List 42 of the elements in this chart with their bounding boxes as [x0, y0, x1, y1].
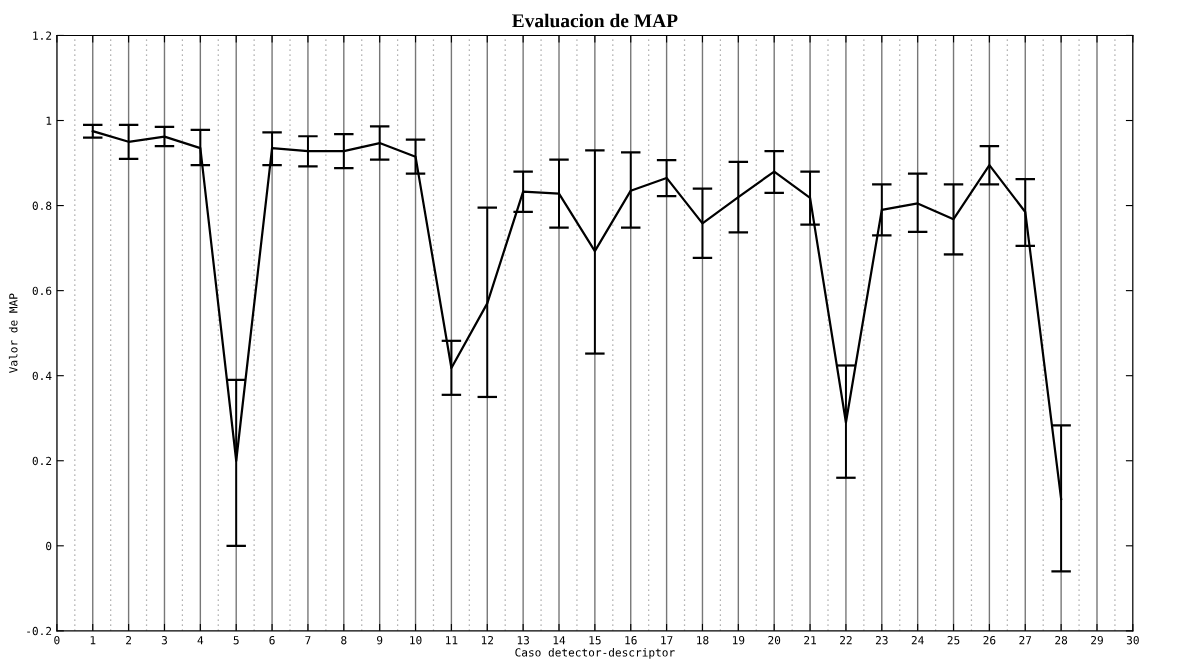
y-tick-label: 0.6 — [32, 286, 52, 296]
chart-title: Evaluacion de MAP — [512, 13, 678, 28]
x-tick-label: 15 — [589, 636, 601, 645]
x-tick-label: 27 — [1019, 635, 1032, 645]
x-tick-label: 21 — [804, 635, 816, 645]
x-tick-label: 24 — [911, 635, 924, 645]
y-tick-label: 0.2 — [32, 456, 52, 466]
x-tick-label: 4 — [197, 636, 204, 645]
x-tick-label: 17 — [661, 636, 673, 645]
x-tick-label: 10 — [410, 635, 422, 645]
x-tick-label: 25 — [947, 635, 960, 645]
x-tick-label: 16 — [625, 635, 637, 645]
x-tick-label: 20 — [768, 635, 781, 645]
x-tick-label: 18 — [697, 635, 709, 645]
x-tick-label: 11 — [446, 636, 458, 645]
y-axis-title: Valor de MAP — [8, 293, 18, 373]
x-tick-label: 29 — [1091, 635, 1103, 645]
x-tick-label: 5 — [233, 636, 239, 645]
x-tick-label: 7 — [305, 636, 311, 645]
x-tick-label: 28 — [1055, 635, 1068, 645]
y-tick-label: 0.4 — [32, 371, 52, 381]
x-tick-label: 0 — [54, 635, 60, 645]
x-tick-label: 6 — [269, 635, 275, 645]
x-tick-label: 1 — [90, 636, 96, 645]
y-tick-label: -0.2 — [27, 626, 52, 636]
x-tick-label: 12 — [481, 635, 494, 645]
x-tick-label: 26 — [983, 635, 996, 645]
x-tick-label: 13 — [517, 635, 529, 645]
x-tick-label: 22 — [840, 635, 852, 645]
x-tick-label: 23 — [875, 635, 888, 645]
y-tick-label: 1.2 — [33, 31, 52, 40]
x-tick-label: 8 — [341, 635, 347, 645]
x-tick-label: 3 — [161, 635, 167, 645]
y-tick-label: 0.8 — [32, 201, 52, 210]
x-tick-label: 9 — [377, 635, 383, 645]
x-tick-label: 14 — [553, 636, 566, 645]
x-tick-label: 19 — [732, 635, 745, 645]
x-axis-title: Caso detector-descriptor — [515, 647, 675, 659]
x-tick-label: 2 — [126, 635, 132, 645]
y-tick-label: 1 — [46, 116, 52, 125]
x-tick-label: 30 — [1126, 635, 1139, 645]
y-tick-label: 0 — [46, 541, 52, 551]
